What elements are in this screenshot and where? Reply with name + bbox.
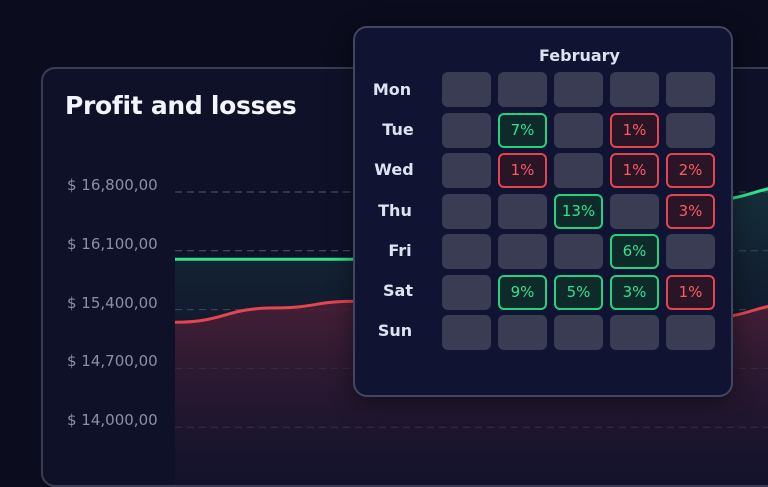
calendar-cell[interactable] (610, 72, 659, 107)
calendar-cell[interactable] (666, 315, 715, 350)
calendar-cell[interactable]: 13% (554, 193, 603, 229)
calendar-cell[interactable] (554, 315, 603, 350)
day-label-thu: Thu (378, 201, 412, 220)
calendar-cell[interactable]: 9% (498, 274, 547, 310)
calendar-cell[interactable] (442, 72, 491, 107)
calendar-cell[interactable] (442, 112, 491, 148)
calendar-cell[interactable] (442, 153, 491, 188)
calendar-cell[interactable] (442, 234, 491, 269)
calendar-cell[interactable] (610, 193, 659, 229)
y-tick-label: $ 14,700,00 (67, 352, 158, 370)
calendar-cell[interactable]: 1% (610, 112, 659, 148)
calendar-cell[interactable] (666, 112, 715, 148)
day-label-wed: Wed (374, 160, 414, 179)
day-label-sun: Sun (377, 321, 413, 340)
calendar-cell[interactable] (666, 72, 715, 107)
calendar-heatmap-popup: February Mon Tue Wed Thu Fri Sat Sun 7% 1… (353, 26, 733, 397)
day-label-tue: Tue (382, 120, 414, 139)
calendar-cell[interactable]: 5% (554, 274, 603, 310)
calendar-cell[interactable]: 1% (666, 274, 715, 310)
calendar-cell[interactable] (554, 72, 603, 107)
calendar-cell[interactable] (442, 274, 491, 310)
y-tick-label: $ 16,800,00 (67, 176, 158, 194)
day-label-fri: Fri (388, 241, 412, 260)
calendar-cell[interactable] (442, 193, 491, 229)
calendar-cell[interactable]: 1% (610, 153, 659, 188)
calendar-cell[interactable] (498, 72, 547, 107)
day-label-mon: Mon (372, 80, 412, 99)
calendar-cell[interactable] (498, 315, 547, 350)
y-tick-label: $ 14,000,00 (67, 411, 158, 429)
y-tick-label: $ 16,100,00 (67, 235, 158, 253)
day-label-sat: Sat (383, 281, 413, 300)
calendar-cell[interactable] (610, 315, 659, 350)
calendar-cell[interactable] (554, 112, 603, 148)
calendar-cell[interactable]: 2% (666, 153, 715, 188)
month-title: February (539, 46, 620, 65)
calendar-cell[interactable] (554, 234, 603, 269)
calendar-cell[interactable]: 3% (610, 274, 659, 310)
calendar-cell[interactable]: 7% (498, 112, 547, 148)
calendar-cell[interactable]: 1% (498, 153, 547, 188)
card-title: Profit and losses (65, 91, 297, 120)
calendar-cell[interactable]: 6% (610, 234, 659, 269)
y-tick-label: $ 15,400,00 (67, 294, 158, 312)
calendar-cell[interactable] (498, 193, 547, 229)
calendar-cell[interactable] (498, 234, 547, 269)
calendar-cell[interactable] (666, 234, 715, 269)
calendar-cell[interactable] (442, 315, 491, 350)
calendar-cell[interactable] (554, 153, 603, 188)
calendar-cell[interactable]: 3% (666, 193, 715, 229)
